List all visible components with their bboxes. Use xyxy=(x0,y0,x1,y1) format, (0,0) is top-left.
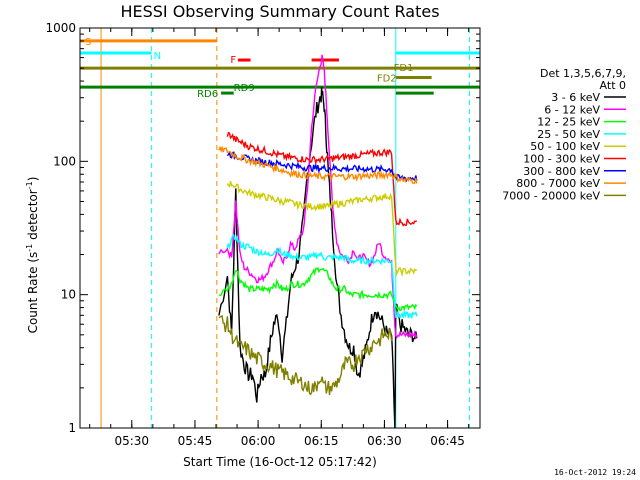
series-line-8 xyxy=(218,315,393,396)
y-tick-label-2: 100 xyxy=(53,154,76,168)
legend-header-2: Att 0 xyxy=(600,79,626,92)
flag-label-f: F xyxy=(230,55,236,66)
series-line-7 xyxy=(218,145,418,184)
svg-text:Count Rate (s-1 detector-1): Count Rate (s-1 detector-1) xyxy=(25,177,40,334)
x-tick-label-2: 06:00 xyxy=(241,434,276,448)
legend-label-1: 6 - 12 keV xyxy=(544,103,600,116)
x-tick-label-0: 05:30 xyxy=(114,434,149,448)
legend-label-8: 7000 - 20000 keV xyxy=(502,189,600,202)
x-tick-label-1: 05:45 xyxy=(178,434,213,448)
x-axis-label: Start Time (16-Oct-12 05:17:42) xyxy=(183,455,377,469)
x-tick-label-5: 06:45 xyxy=(430,434,465,448)
y-axis-label-mid: detector xyxy=(26,189,40,244)
legend-label-5: 100 - 300 keV xyxy=(523,153,600,166)
y-tick-label-3: 1000 xyxy=(45,21,76,35)
series-line-4 xyxy=(226,181,418,278)
flag-label-fd1: FD1 xyxy=(394,63,414,74)
data-series xyxy=(218,54,418,429)
chart-title: HESSI Observing Summary Count Rates xyxy=(120,2,439,21)
y-tick-label-1: 10 xyxy=(61,288,76,302)
flag-label-rd6: RD6 xyxy=(197,89,218,100)
plot-frame xyxy=(79,27,481,429)
legend-label-3: 25 - 50 keV xyxy=(537,128,600,141)
x-tick-label-3: 06:15 xyxy=(304,434,339,448)
legend-header-1: Det 1,3,5,6,7,9, xyxy=(540,67,626,80)
y-axis-label-main: Count Rate (s xyxy=(26,252,40,334)
flag-label-s: S xyxy=(85,37,91,48)
y-axis-label-sup1: -1 xyxy=(25,244,34,252)
timestamp: 16-Oct-2012 19:24 xyxy=(554,468,636,477)
legend-label-7: 800 - 7000 keV xyxy=(516,177,600,190)
legend-label-6: 300 - 800 keV xyxy=(523,165,600,178)
y-axis-label-end: ) xyxy=(26,177,40,182)
legend-label-2: 12 - 25 keV xyxy=(537,116,600,129)
series-line-0 xyxy=(218,87,418,429)
series-line-5 xyxy=(226,131,418,227)
legend-label-4: 50 - 100 keV xyxy=(530,140,600,153)
legend-label-0: 3 - 6 keV xyxy=(551,91,600,104)
x-tick-label-4: 06:30 xyxy=(367,434,402,448)
flag-label-fd2: FD2 xyxy=(377,74,397,85)
series-line-2 xyxy=(218,266,418,312)
y-tick-label-0: 1 xyxy=(68,421,76,435)
series-line-3 xyxy=(226,233,418,320)
flag-label-n: N xyxy=(154,51,161,62)
axis-ticks: 05:30 05:45 06:00 06:15 06:30 06:45 1 10 100 1000 xyxy=(45,21,480,448)
y-axis-label: Count Rate (s-1 detector-1) xyxy=(25,177,40,334)
flag-label-rd9: RD9 xyxy=(234,83,255,94)
y-axis-label-sup2: -1 xyxy=(25,181,34,189)
series-line-6 xyxy=(226,150,418,183)
